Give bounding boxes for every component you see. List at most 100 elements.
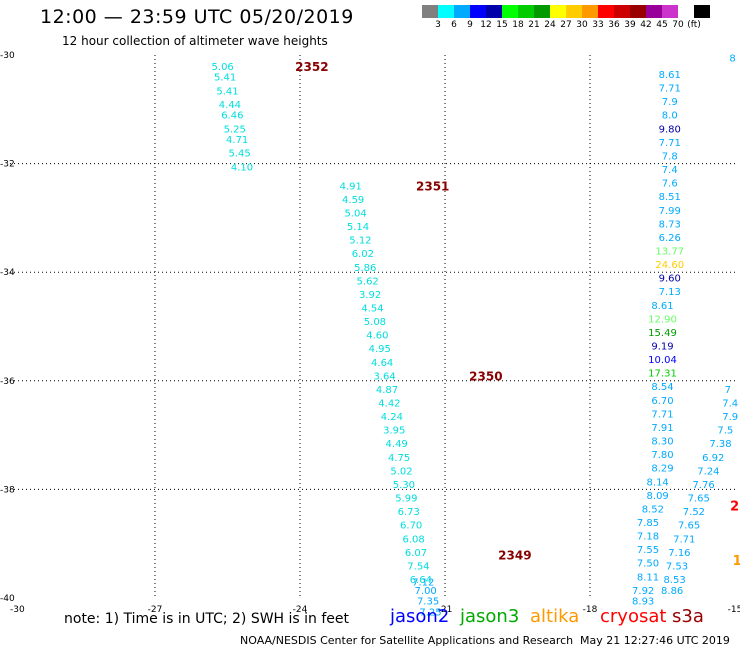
swh-value: 7.99: [659, 206, 681, 217]
swh-value: 7.85: [637, 518, 659, 529]
swh-value: 8.09: [647, 491, 669, 502]
swh-value: 3.92: [359, 290, 381, 301]
pass-number: 2352: [295, 60, 328, 74]
scale-swatch: [470, 5, 486, 18]
satellite-name-jason3: jason3: [460, 606, 520, 627]
swh-value: 7.9: [722, 412, 738, 423]
pass-number: 2350: [469, 369, 502, 383]
scale-swatch: [646, 5, 662, 18]
swh-value: 4.71: [226, 135, 248, 146]
scale-swatch: [662, 5, 678, 18]
swh-value: 4.42: [378, 399, 400, 410]
swh-value: 10.04: [648, 355, 677, 366]
lon-tick-label: -27: [148, 605, 163, 615]
scale-label: 12: [480, 20, 492, 30]
swh-value: 7.13: [659, 287, 681, 298]
swh-value: 5.30: [393, 480, 415, 491]
scale-label: 70: [672, 20, 684, 30]
footer: NOAA/NESDIS Center for Satellite Applica…: [240, 634, 730, 647]
swh-value: 6.73: [398, 507, 420, 518]
swh-value: 5.99: [395, 494, 417, 505]
swh-value: 15.49: [648, 328, 677, 339]
swh-value: 5.14: [347, 222, 369, 233]
swh-value: 6.70: [400, 521, 422, 532]
satellite-name-altika: altika: [530, 606, 580, 627]
page-title: 12:00 — 23:59 UTC 05/20/2019: [40, 6, 354, 28]
swh-value-large: 18: [733, 554, 740, 569]
swh-value: 7.54: [407, 561, 429, 572]
swh-value: 7.24: [697, 466, 719, 477]
swh-value: 8.51: [659, 192, 681, 203]
swh-value: 7.6: [662, 179, 678, 190]
swh-value: 5.08: [364, 317, 386, 328]
scale-label: 45: [656, 20, 668, 30]
lon-tick-label: -21: [438, 605, 453, 615]
swh-value: 7.71: [673, 534, 695, 545]
scale-swatch: [454, 5, 470, 18]
swh-value: 8.30: [651, 437, 673, 448]
scale-label: 9: [467, 20, 473, 30]
swh-value: 8.86: [661, 586, 683, 597]
lon-tick-label: -24: [293, 605, 308, 615]
swh-value: 7.71: [651, 409, 673, 420]
swh-value: 6.02: [352, 249, 374, 260]
swh-value: 4.75: [388, 453, 410, 464]
swh-value: 8: [729, 54, 735, 65]
swh-value: 7.5: [717, 426, 733, 437]
scale-swatch: [678, 5, 694, 18]
swh-value: 7.18: [637, 532, 659, 543]
swh-value: 5.12: [349, 236, 371, 247]
swh-value: 8.93: [632, 597, 654, 608]
scale-label: (ft): [687, 20, 701, 30]
swh-value: 13.77: [655, 246, 684, 257]
swh-value: 8.52: [642, 504, 664, 515]
swh-value: 5.04: [344, 208, 366, 219]
color-scale-swatches: [422, 5, 710, 18]
scale-label: 24: [544, 20, 556, 30]
swh-value: 7.65: [678, 521, 700, 532]
swh-value: 4.10: [231, 162, 253, 173]
lat-tick-label: -40: [0, 594, 15, 604]
scale-label: 21: [528, 20, 540, 30]
scale-swatch: [422, 5, 438, 18]
swh-value: 5.25: [224, 124, 246, 135]
swh-value: 7.4: [662, 165, 678, 176]
swh-value: 12.90: [648, 314, 677, 325]
scale-label: 18: [512, 20, 524, 30]
lon-tick-label: -15: [728, 605, 740, 615]
swh-value: 7.35: [417, 597, 439, 608]
swh-value: 3.64: [373, 371, 395, 382]
swh-value: 7.71: [659, 138, 681, 149]
scale-label: 6: [451, 20, 457, 30]
swh-value: 9.19: [651, 342, 673, 353]
lon-tick-label: -18: [583, 605, 598, 615]
swh-value: 7.38: [709, 439, 731, 450]
swh-value: 7.8: [662, 151, 678, 162]
page-subtitle: 12 hour collection of altimeter wave hei…: [62, 34, 328, 48]
lat-tick-label: -32: [0, 160, 15, 170]
swh-value: 7.91: [651, 423, 673, 434]
lat-tick-label: -34: [0, 268, 15, 278]
swh-value: 7.65: [688, 494, 710, 505]
swh-value: 6.46: [221, 111, 243, 122]
swh-value: 7.71: [659, 84, 681, 95]
swh-value: 5.41: [214, 73, 236, 84]
lon-tick-label: -30: [10, 605, 25, 615]
swh-value: 8.11: [637, 572, 659, 583]
swh-value: 8.0: [662, 111, 678, 122]
swh-value: 4.24: [381, 412, 403, 423]
swh-value: 4.60: [366, 331, 388, 342]
scale-swatch: [694, 5, 710, 18]
scale-label: 42: [640, 20, 652, 30]
scale-swatch: [550, 5, 566, 18]
scale-label: 3: [435, 20, 441, 30]
scale-swatch: [486, 5, 502, 18]
swh-value: 8.61: [651, 301, 673, 312]
swh-value: 5.45: [228, 149, 250, 160]
scale-label: 36: [608, 20, 620, 30]
lat-tick-label: -36: [0, 377, 15, 387]
swh-value: 3.95: [383, 426, 405, 437]
scale-swatch: [518, 5, 534, 18]
swh-value: 7.52: [683, 507, 705, 518]
